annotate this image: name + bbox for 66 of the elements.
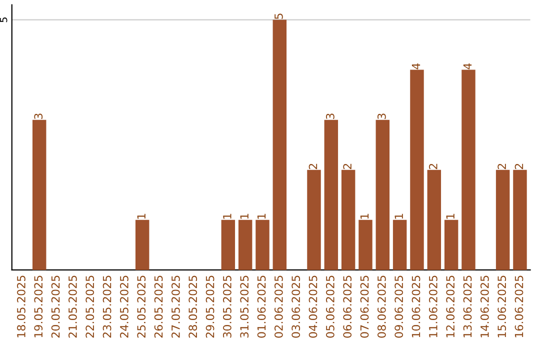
x-tick-label: 20.05.2025 bbox=[51, 276, 60, 338]
data-label: 2 bbox=[343, 164, 352, 170]
x-tick-label: 09.06.2025 bbox=[394, 276, 404, 338]
data-label: 2 bbox=[498, 164, 506, 170]
x-tick-label: 28.05.2025 bbox=[188, 276, 198, 338]
x-tick-label: 08.06.2025 bbox=[377, 276, 386, 338]
x-tick-label: 18.05.2025 bbox=[17, 276, 26, 338]
x-tick-label: 07.06.2025 bbox=[360, 276, 369, 338]
bar bbox=[410, 70, 424, 270]
data-label: 3 bbox=[326, 114, 334, 119]
bar bbox=[135, 220, 150, 270]
x-tick-label: 06.06.2025 bbox=[343, 276, 352, 338]
x-tick-label: 13.06.2025 bbox=[463, 276, 472, 338]
x-tick-label: 29.05.2025 bbox=[206, 276, 214, 338]
data-label: 4 bbox=[412, 63, 420, 70]
data-label: 1 bbox=[223, 214, 232, 219]
x-tick-label: 16.06.2025 bbox=[514, 276, 524, 338]
x-tick-label: 02.06.2025 bbox=[274, 276, 283, 338]
x-tick-label: 15.06.2025 bbox=[498, 276, 506, 338]
x-tick-label: 24.05.2025 bbox=[120, 276, 128, 338]
x-tick-label: 22.05.2025 bbox=[86, 276, 94, 338]
bar bbox=[376, 120, 390, 270]
data-label: 3 bbox=[377, 114, 386, 119]
bar bbox=[496, 170, 510, 270]
bar bbox=[341, 170, 356, 270]
x-tick-label: 26.05.2025 bbox=[154, 276, 163, 338]
x-tick-label: 27.05.2025 bbox=[171, 276, 180, 338]
x-tick-label: 04.06.2025 bbox=[308, 276, 318, 338]
bar bbox=[324, 120, 338, 270]
data-label: 5 bbox=[274, 14, 283, 19]
bar bbox=[221, 220, 236, 270]
bar bbox=[238, 220, 252, 270]
x-tick-label: 30.05.2025 bbox=[222, 276, 232, 338]
bar bbox=[307, 170, 321, 270]
x-tick-label: 31.05.2025 bbox=[240, 276, 249, 338]
data-label: 4 bbox=[463, 63, 472, 70]
x-tick-label: 01.06.2025 bbox=[257, 276, 266, 338]
bar bbox=[272, 20, 287, 270]
x-tick-label: 05.06.2025 bbox=[326, 276, 334, 338]
bar bbox=[462, 70, 476, 270]
data-label: 2 bbox=[308, 164, 318, 170]
x-tick-label: 11.06.2025 bbox=[428, 276, 438, 338]
bar bbox=[256, 220, 270, 270]
x-tick-label: 03.06.2025 bbox=[292, 276, 300, 338]
x-tick-label: 21.05.2025 bbox=[68, 276, 77, 338]
data-label: 1 bbox=[240, 214, 248, 219]
x-tick-label: 14.06.2025 bbox=[480, 276, 489, 338]
data-label: 2 bbox=[514, 164, 524, 170]
x-tick-label: 19.05.2025 bbox=[34, 276, 43, 338]
x-tick-label: 25.05.2025 bbox=[137, 276, 146, 338]
data-label: 3 bbox=[34, 114, 43, 119]
bar bbox=[358, 220, 372, 270]
bar bbox=[427, 170, 442, 270]
bar bbox=[32, 120, 46, 270]
data-label: 1 bbox=[446, 214, 454, 219]
bar bbox=[444, 220, 458, 270]
x-tick-label: 12.06.2025 bbox=[446, 276, 455, 338]
data-label: 1 bbox=[394, 214, 403, 219]
data-label: 1 bbox=[360, 214, 369, 219]
bar bbox=[513, 170, 527, 270]
bar bbox=[392, 220, 407, 270]
data-label: 1 bbox=[137, 214, 146, 219]
data-label: 1 bbox=[257, 214, 266, 219]
x-tick-label: 23.05.2025 bbox=[102, 276, 112, 338]
x-tick-label: 10.06.2025 bbox=[412, 276, 420, 338]
data-label: 2 bbox=[428, 164, 438, 170]
